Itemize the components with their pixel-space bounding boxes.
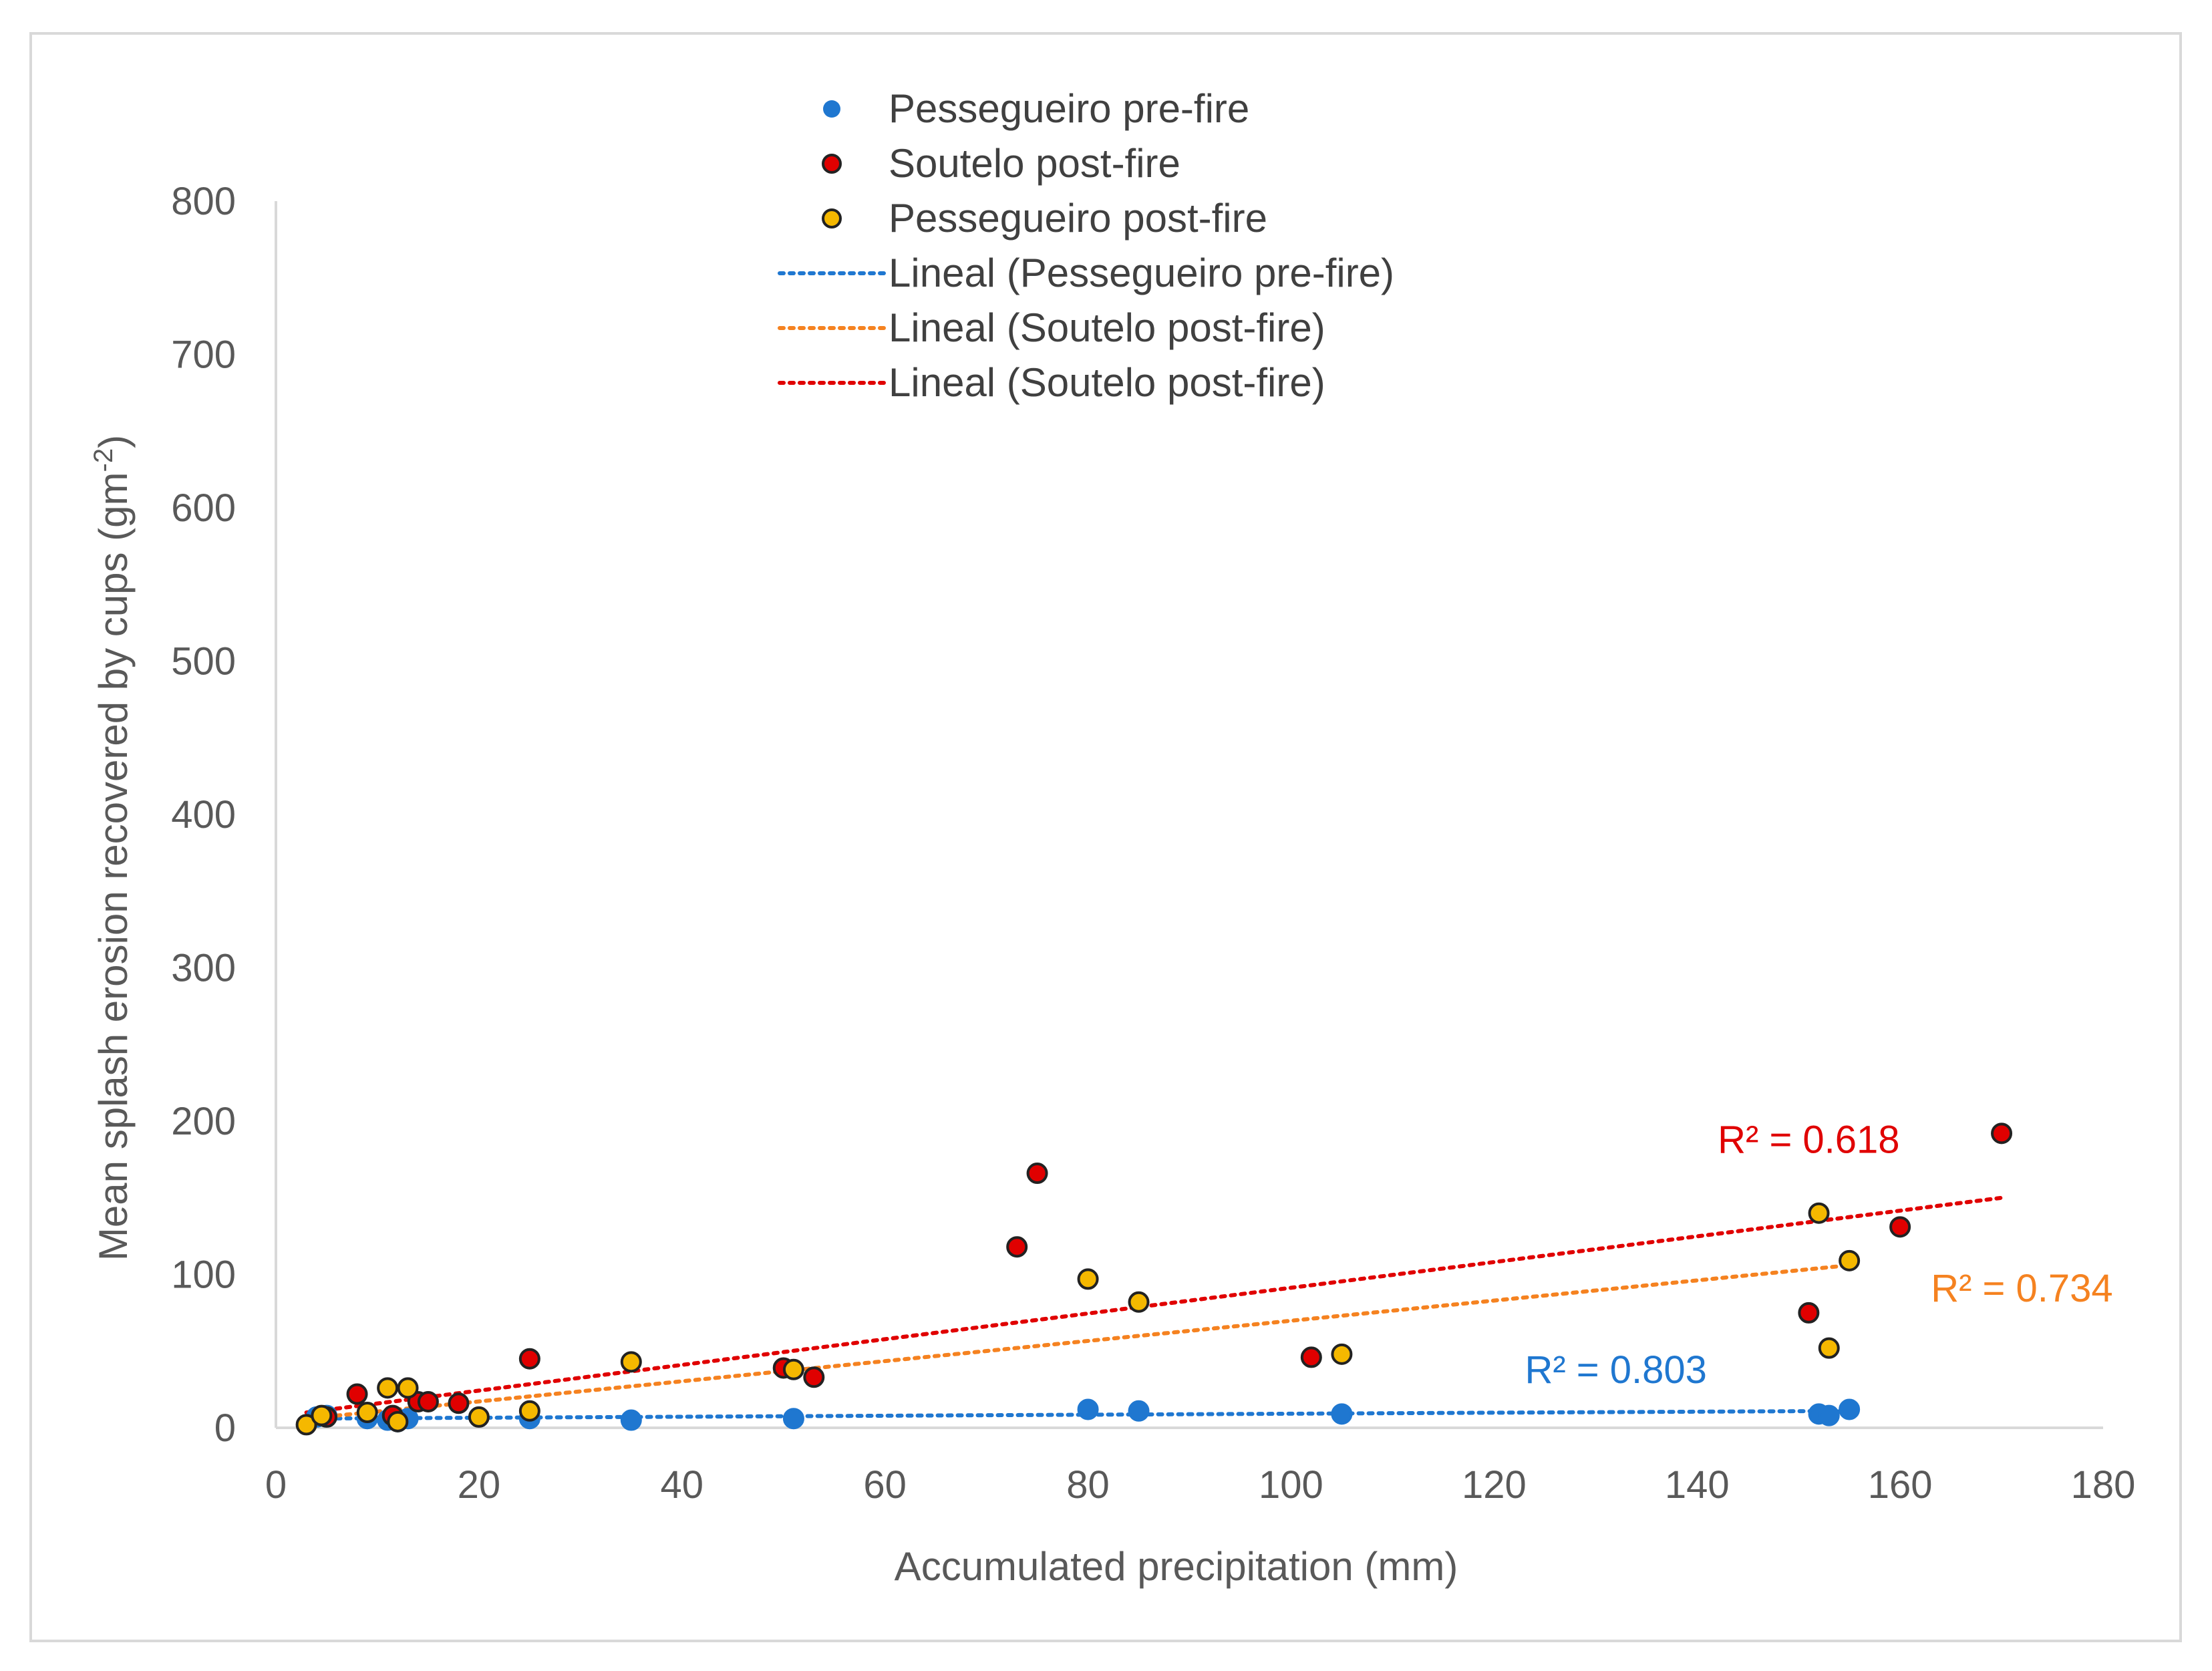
point-series-0 [1077, 1398, 1099, 1420]
point-series-1 [1026, 1163, 1048, 1185]
x-tick-label: 140 [1665, 1463, 1730, 1507]
x-tick-label: 0 [265, 1463, 287, 1507]
legend-label: Pessegueiro post-fire [889, 196, 1267, 241]
point-series-2 [311, 1404, 333, 1426]
r2-annotations: R² = 0.618 R² = 0.734 R² = 0.803 [1525, 1118, 2112, 1392]
point-series-1 [448, 1392, 470, 1414]
r2-label: R² = 0.734 [1931, 1267, 2112, 1310]
trendline-3 [304, 1408, 1852, 1421]
point-series-2 [295, 1414, 317, 1436]
chart-frame [29, 32, 2182, 1642]
x-tick-label: 160 [1868, 1463, 1933, 1507]
legend-marker [822, 208, 842, 229]
x-tick-label: 60 [863, 1463, 907, 1507]
y-tick-labels: 0 100 200 300 400 500 600 700 800 [171, 180, 236, 1450]
y-axis-title-close: ) [91, 435, 136, 448]
point-series-0 [620, 1409, 642, 1431]
point-series-2 [1077, 1268, 1099, 1290]
legend-label: Soutelo post-fire [889, 141, 1180, 186]
legend-label: Lineal (Soutelo post-fire) [889, 305, 1325, 350]
point-series-0 [1839, 1398, 1861, 1420]
point-series-2 [377, 1377, 399, 1399]
data-points [295, 1122, 2013, 1436]
trendline-5 [304, 1195, 2004, 1415]
x-axis-title: Accumulated precipitation (mm) [895, 1544, 1458, 1589]
point-series-2 [782, 1358, 804, 1380]
point-series-2 [397, 1377, 419, 1399]
point-series-2 [468, 1406, 490, 1428]
point-series-2 [1331, 1343, 1353, 1365]
y-tick-label: 100 [171, 1253, 236, 1297]
y-tick-label: 600 [171, 486, 236, 530]
y-axis-title: Mean splash erosion recovered by cups (g… [89, 435, 136, 1261]
x-tick-label: 20 [458, 1463, 501, 1507]
y-axis-title-main: Mean splash erosion recovered by cups (g… [91, 472, 136, 1261]
legend: Pessegueiro pre-fire Soutelo post-fire Pes… [778, 86, 1394, 405]
legend-marker [823, 100, 840, 118]
legend-label: Pessegueiro pre-fire [889, 86, 1249, 131]
point-series-2 [518, 1400, 540, 1422]
y-tick-label: 0 [214, 1406, 236, 1450]
point-series-2 [1128, 1291, 1150, 1313]
y-tick-label: 300 [171, 947, 236, 990]
legend-marker [822, 154, 842, 174]
point-series-1 [346, 1383, 368, 1405]
x-tick-label: 80 [1066, 1463, 1110, 1507]
x-tick-label: 180 [2071, 1463, 2136, 1507]
x-tick-label: 120 [1462, 1463, 1527, 1507]
point-series-2 [1839, 1249, 1861, 1271]
y-tick-label: 400 [171, 793, 236, 837]
point-series-2 [1818, 1337, 1840, 1359]
x-tick-label: 40 [661, 1463, 704, 1507]
point-series-2 [620, 1351, 642, 1373]
point-series-1 [1006, 1236, 1028, 1258]
y-tick-label: 500 [171, 640, 236, 683]
point-series-1 [417, 1390, 439, 1412]
y-tick-label: 700 [171, 333, 236, 377]
point-series-1 [803, 1366, 825, 1388]
point-series-1 [1798, 1302, 1820, 1324]
r2-label: R² = 0.618 [1718, 1118, 1899, 1162]
point-series-2 [387, 1410, 409, 1432]
point-series-1 [1889, 1216, 1911, 1238]
point-series-0 [1331, 1403, 1353, 1425]
point-series-1 [1300, 1346, 1322, 1368]
legend-label: Lineal (Pessegueiro pre-fire) [889, 251, 1394, 295]
point-series-1 [518, 1348, 540, 1370]
point-series-0 [1818, 1404, 1840, 1426]
point-series-1 [1991, 1122, 2013, 1145]
y-tick-label: 200 [171, 1100, 236, 1143]
y-tick-label: 800 [171, 180, 236, 223]
axes [275, 201, 2103, 1429]
trendline-4 [304, 1263, 1852, 1421]
point-series-0 [1128, 1400, 1150, 1422]
x-tick-labels: 0 20 40 60 80 100 120 140 160 180 [265, 1463, 2136, 1507]
point-series-2 [1808, 1202, 1830, 1224]
r2-label: R² = 0.803 [1525, 1348, 1706, 1392]
point-series-2 [356, 1402, 378, 1424]
y-axis-title-sup: -2 [89, 448, 118, 472]
point-series-0 [782, 1408, 804, 1430]
trendlines [304, 1195, 2004, 1421]
x-tick-label: 100 [1259, 1463, 1323, 1507]
legend-label: Lineal (Soutelo post-fire) [889, 360, 1325, 405]
